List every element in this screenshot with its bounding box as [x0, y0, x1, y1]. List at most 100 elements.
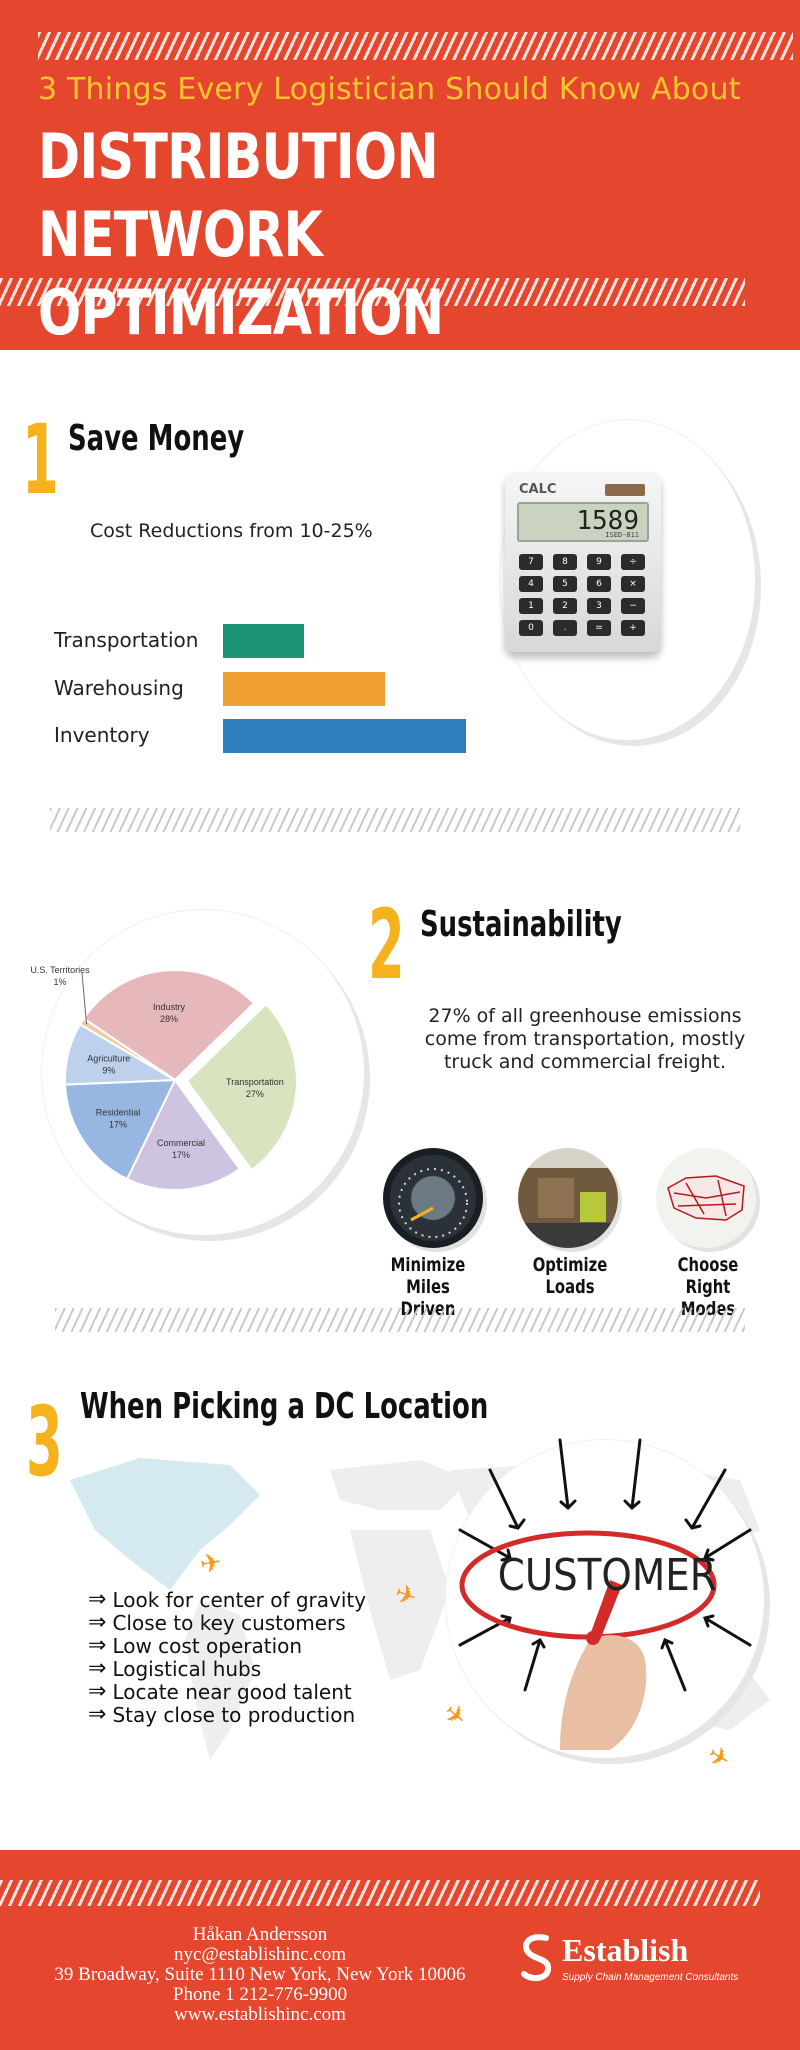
contact-website[interactable]: www.establishinc.com: [174, 2004, 346, 2025]
calculator-key: 9: [587, 554, 611, 570]
solar-panel: [605, 484, 645, 496]
calculator-key: −: [621, 598, 645, 614]
contact-email[interactable]: nyc@establishinc.com: [173, 1944, 347, 1965]
pie-value-label: 28%: [160, 1014, 178, 1024]
establish-logo-icon: [516, 1930, 558, 1982]
calculator-icon: CALC 1589 ISED-811 7 8 9 ÷ 4 5 6 × 1 2 3− 0. = +: [505, 472, 661, 652]
icon-label-loads: Optimize Loads: [515, 1254, 624, 1298]
page-title: DISTRIBUTION NETWORK OPTIMIZATION: [38, 118, 645, 352]
contact-name: Håkan Andersson: [192, 1924, 328, 1945]
pie-label: Agriculture: [87, 1054, 130, 1064]
calculator-model: ISED-811: [605, 531, 639, 539]
calculator-key: 1: [519, 598, 543, 614]
arrow-right-icon: ⇒: [88, 1702, 107, 1727]
contact-phone: Phone 1 212-776-9900: [172, 1984, 348, 2005]
bar-label: Warehousing: [54, 676, 184, 700]
footer: Håkan Andersson nyc@establishinc.com 39 …: [0, 1850, 800, 2050]
section-number: 2: [368, 889, 405, 1001]
arrow-right-icon: ⇒: [88, 1633, 107, 1658]
list-item: ⇒ Stay close to production: [88, 1702, 356, 1727]
pie-slice-residential: [64, 1078, 177, 1181]
us-map-icon: [656, 1148, 756, 1248]
hatch-divider: [0, 1880, 760, 1906]
calculator-key: ÷: [621, 554, 645, 570]
calculator-screen: 1589 ISED-811: [517, 502, 649, 542]
calculator-key: +: [621, 620, 645, 636]
icon-label-line: Minimize Miles: [390, 1254, 466, 1298]
arrow-right-icon: ⇒: [88, 1679, 107, 1704]
hatch-divider: [38, 32, 793, 60]
calculator-key: 6: [587, 576, 611, 592]
calculator-key: 7: [519, 554, 543, 570]
customer-illustration: [458, 1438, 752, 1750]
pie-label: Residential: [96, 1107, 141, 1117]
list-item-text: Locate near good talent: [112, 1679, 352, 1704]
hatch-divider: [55, 1308, 745, 1332]
list-item: ⇒ Locate near good talent: [88, 1679, 352, 1704]
section-number: 3: [26, 1386, 63, 1498]
hatch-divider: [0, 278, 745, 306]
brand-tagline: Supply Chain Management Consultants: [562, 1972, 739, 1983]
icon-label-line: Choose Right: [677, 1254, 739, 1298]
icon-label-line: Optimize: [532, 1254, 608, 1276]
arrow-right-icon: ⇒: [88, 1587, 107, 1612]
calculator-key: 8: [553, 554, 577, 570]
list-item: ⇒ Look for center of gravity: [88, 1587, 367, 1612]
truck-loading-icon: [518, 1148, 618, 1248]
calculator-display: 1589: [576, 506, 639, 536]
emissions-pie-chart: Industry 28% Transportation 27% Commercial 17…: [30, 965, 298, 1191]
calculator-key: ×: [621, 576, 645, 592]
pie-slice-transportation: [185, 1002, 298, 1172]
pie-leader-line: [81, 972, 88, 1025]
pie-label: Commercial: [157, 1138, 205, 1148]
list-item-text: Low cost operation: [112, 1633, 303, 1658]
emissions-text: 27% of all greenhouse emissions come fro…: [424, 1005, 746, 1073]
list-item-text: Close to key customers: [112, 1610, 346, 1635]
calculator-brand: CALC: [519, 482, 557, 497]
section-heading: Save Money: [68, 418, 245, 459]
list-item: ⇒ Close to key customers: [88, 1610, 346, 1635]
pie-slice-industry: [82, 969, 256, 1082]
pie-value-label: 17%: [172, 1150, 190, 1160]
arrow-right-icon: ⇒: [88, 1656, 107, 1681]
bar-label: Transportation: [54, 628, 199, 652]
map-routes: [667, 1175, 745, 1221]
pallet-shape: [538, 1178, 574, 1218]
calculator-key: .: [553, 620, 577, 636]
bar-inventory: [223, 719, 466, 753]
header-subtitle: 3 Things Every Logistician Should Know A…: [38, 72, 741, 107]
calculator-key: 5: [553, 576, 577, 592]
customer-word: CUSTOMER: [497, 1550, 717, 1601]
calculator-key: 3: [587, 598, 611, 614]
arrow-right-icon: ⇒: [88, 1610, 107, 1635]
section-heading: Sustainability: [420, 904, 622, 945]
calculator-key: =: [587, 620, 611, 636]
header-banner: 3 Things Every Logistician Should Know A…: [0, 0, 800, 350]
contact-address: 39 Broadway, Suite 1110 New York, New Yo…: [54, 1964, 466, 1985]
list-item-text: Look for center of gravity: [112, 1587, 367, 1612]
list-item-text: Logistical hubs: [112, 1656, 262, 1681]
title-line-1: DISTRIBUTION NETWORK: [38, 120, 439, 271]
bar-label: Inventory: [54, 723, 150, 747]
pie-value-label: 1%: [53, 977, 66, 987]
pie-label: Transportation: [226, 1077, 284, 1087]
pie-value-label: 27%: [246, 1089, 264, 1099]
pie-slice-u-s-territories: [78, 1017, 176, 1081]
section-heading: When Picking a DC Location: [80, 1386, 489, 1427]
brand-name: Establish: [562, 1932, 689, 1968]
speedometer-needle: [398, 1168, 468, 1238]
list-item: ⇒ Low cost operation: [88, 1633, 303, 1658]
speedometer-icon: [383, 1148, 483, 1248]
pie-label: Industry: [153, 1002, 186, 1012]
pie-slice-commercial: [125, 1078, 242, 1191]
pie-label: U.S. Territories: [30, 965, 90, 975]
hatch-divider: [50, 808, 740, 832]
forklift-shape: [580, 1192, 606, 1222]
calculator-key: 0: [519, 620, 543, 636]
bar-transportation: [223, 624, 304, 658]
list-item-text: Stay close to production: [112, 1702, 356, 1727]
calculator-key: 2: [553, 598, 577, 614]
calculator-key: 4: [519, 576, 543, 592]
list-item: ⇒ Logistical hubs: [88, 1656, 262, 1681]
bar-warehousing: [223, 672, 385, 706]
